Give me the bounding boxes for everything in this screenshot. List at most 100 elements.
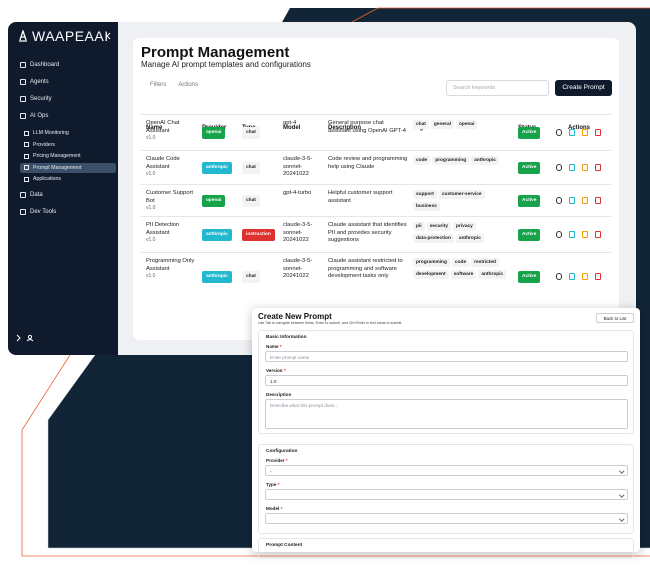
row-divider [141,114,611,115]
nav-item[interactable]: Security [20,96,52,102]
model: claude-3-5-sonnet-20241022 [283,222,313,243]
action-icon[interactable] [582,129,588,136]
action-icon[interactable] [556,231,562,238]
provider-badge: anthropic [202,271,232,283]
action-icon[interactable] [569,197,575,204]
action-icon[interactable] [569,231,575,238]
tag: support [413,190,437,199]
nav-label: Agents [30,79,49,85]
version: v1.0 [146,273,156,279]
version: v1.0 [146,135,156,141]
tag: openai [455,120,478,129]
nav-icon [24,142,29,147]
action-icon[interactable] [582,164,588,171]
column-header[interactable]: Actions [568,125,591,131]
action-icon[interactable] [569,129,575,136]
action-icon[interactable] [556,273,562,280]
row-divider [141,184,611,185]
description: Code review and programming help using C… [328,156,408,170]
version: v1.0 [146,171,156,177]
tags: programming code restricted development soft… [413,258,513,282]
nav-label: Security [30,96,52,102]
logo-icon [19,30,27,42]
model: claude-3-5-sonnet-20241022 [283,258,313,279]
action-icon[interactable] [556,129,562,136]
page-title: Prompt Management [141,44,290,61]
nav-icon [24,176,29,182]
status-badge: Active [518,229,541,241]
modal-title: Create New Prompt [258,312,332,321]
form-section [258,538,634,558]
sidebar: WAAPEAAI Dashboard Agents Security AI Ops LL… [8,22,118,355]
back-button[interactable]: Back to List [596,313,634,323]
tags: chat general openai [413,120,513,132]
tag: anthropic [455,234,484,243]
tag: code [413,156,431,165]
action-icon[interactable] [569,273,575,280]
select-arrow [618,492,624,498]
status-badge: Active [518,127,541,139]
search-input[interactable]: Search keywords [446,80,549,96]
form-input[interactable]: 1.0 [265,375,628,386]
form-input[interactable] [265,489,628,500]
field-label: Provider * [266,458,288,463]
tags: code programming anthropic [413,156,513,168]
tag: development [413,270,449,279]
nav-icon [24,130,29,136]
form-input[interactable]: - [265,465,628,476]
action-icon[interactable] [582,231,588,238]
nav-item[interactable]: Data [20,191,43,198]
placeholder: Describe what this prompt does... [270,403,339,408]
action-icon[interactable] [595,129,601,136]
label-text: Type [266,482,277,487]
form-input[interactable]: Enter prompt name [265,351,628,362]
collapse-icon[interactable] [106,32,112,40]
type-badge: chat [242,162,260,174]
nav-subitem[interactable]: Prompt Management [20,162,116,173]
nav-item[interactable]: Dashboard [20,62,59,68]
status-badge: Active [518,162,541,174]
action-icon[interactable] [569,164,575,171]
input-value: 1.0 [270,379,277,384]
section-title: Prompt Content [266,543,303,548]
column-header[interactable]: Model [283,125,301,131]
form-input[interactable]: Describe what this prompt does... [265,399,628,429]
nav-subitem[interactable]: Pricing Management [20,151,116,161]
action-icon[interactable] [582,197,588,204]
app-window: WAAPEAAI Dashboard Agents Security AI Ops LL… [8,22,636,355]
column-header[interactable]: Description [328,125,362,131]
nav-icon [20,208,26,215]
nav-item[interactable]: Dev Tools [20,208,56,215]
nav-label: Dashboard [30,62,60,68]
nav-item[interactable]: AI Ops [20,113,48,119]
column-header[interactable]: Name [146,125,163,131]
form-input[interactable] [265,513,628,524]
field-label: Name * [266,344,282,349]
field-label: Type * [266,482,279,487]
nav-icon [20,113,26,119]
nav-label: AI Ops [30,113,49,119]
input-value: - [270,469,272,474]
nav-icon [24,165,29,170]
create-prompt-button[interactable]: Create Prompt [555,80,612,96]
action-icon[interactable] [582,273,588,280]
action-icon[interactable] [595,164,601,171]
action-icon[interactable] [595,273,601,280]
create-prompt-modal [252,308,640,552]
label-text: Name [266,344,279,349]
nav-subitem[interactable]: Applications [20,174,116,184]
nav-item[interactable]: Agents [20,79,49,85]
action-icon[interactable] [556,164,562,171]
provider-badge: openai [202,195,226,207]
user-area[interactable] [16,334,36,342]
tag: programming [413,258,450,267]
nav-subitem[interactable]: Providers [20,140,116,150]
brand: WAAPEAAI [32,28,109,44]
action-icon[interactable] [595,231,601,238]
action-icon[interactable] [556,197,562,204]
status-badge: Active [518,271,541,283]
filters-button[interactable]: Filters [150,82,167,88]
actions-button[interactable]: Actions [178,82,199,88]
action-icon[interactable] [595,197,601,204]
nav-subitem[interactable]: LLM Monitoring [20,128,116,138]
